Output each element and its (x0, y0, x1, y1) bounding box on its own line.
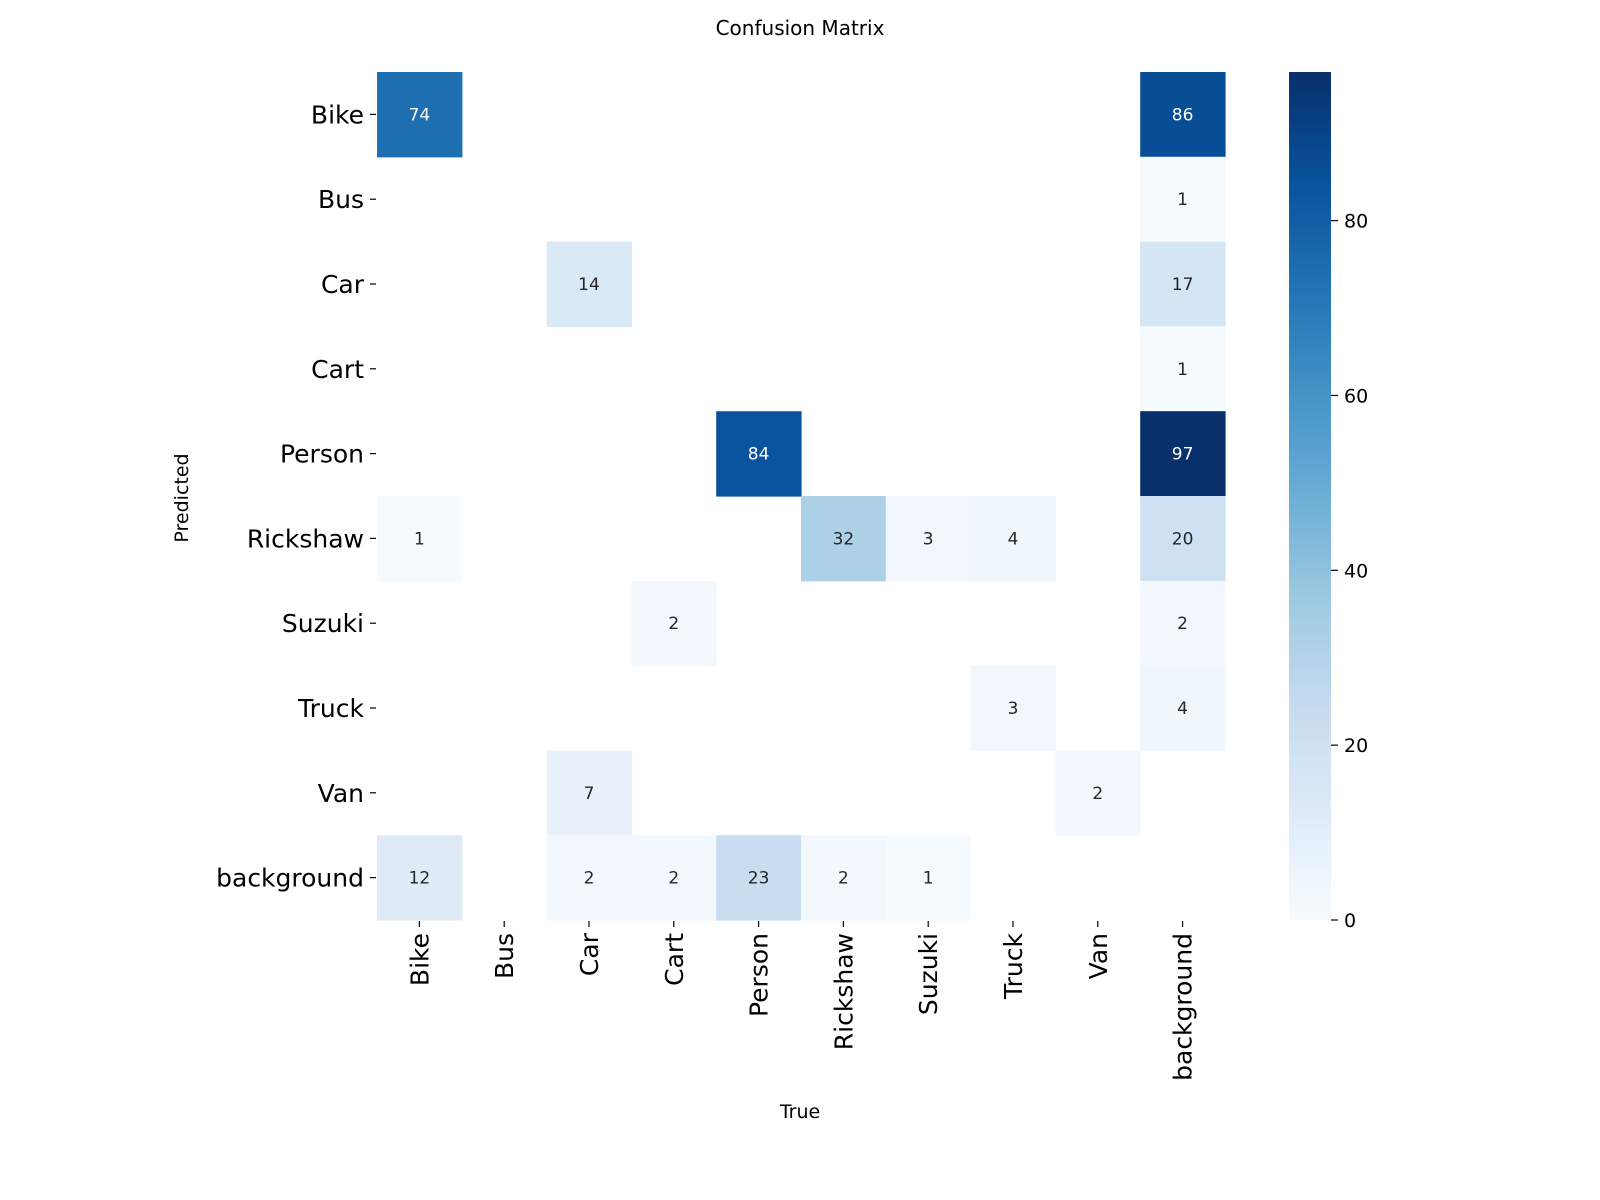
x-tick-label: Bus (490, 933, 519, 979)
cell-value-label: 3 (1008, 699, 1019, 719)
heatmap-cell (546, 750, 632, 836)
x-tick-label: background (1169, 933, 1198, 1081)
heatmap-cell (377, 496, 463, 582)
heatmap-cell (801, 835, 887, 921)
cell-value-label: 2 (1092, 784, 1103, 804)
heatmap-cell (970, 496, 1056, 582)
x-tick-label: Car (575, 932, 604, 976)
cell-value-label: 2 (584, 869, 595, 889)
chart-title: Confusion Matrix (716, 16, 885, 40)
x-axis-label: True (779, 1101, 820, 1123)
cell-value-label: 1 (1177, 360, 1188, 380)
y-tick-label: Truck (297, 694, 364, 723)
y-axis: Bike Bus Car Cart Person Rickshaw Suzuki Truck V… (216, 100, 376, 893)
heatmap-cell (1140, 156, 1226, 243)
heatmap-cell (377, 72, 463, 158)
x-axis: Bike Bus Car Cart Person Rickshaw Suzuki Truck V… (405, 921, 1198, 1081)
y-tick-label: Suzuki (282, 609, 364, 638)
heatmap-cell (1140, 411, 1226, 497)
cell-value-label: 3 (923, 529, 934, 549)
heatmap-cell (546, 241, 632, 327)
cell-value-label: 2 (668, 614, 679, 634)
cell-value-label: 74 (409, 105, 431, 125)
heatmap-cell (1140, 241, 1226, 327)
heatmap-cell (1140, 326, 1226, 412)
heatmap-cell (885, 835, 972, 921)
cell-value-label: 7 (584, 784, 595, 804)
cell-value-label: 17 (1172, 275, 1194, 295)
x-tick-label: Rickshaw (829, 933, 858, 1050)
colorbar-tick-label: 20 (1344, 735, 1368, 757)
cell-value-label: 86 (1172, 105, 1194, 125)
heatmap-cell (1140, 580, 1226, 667)
cell-value-label: 32 (833, 529, 855, 549)
x-tick-label: Bike (405, 933, 434, 986)
cell-value-label: 84 (748, 445, 770, 465)
heatmap-cell (885, 496, 972, 582)
heatmap-cell (1140, 496, 1226, 582)
colorbar-tick-label: 60 (1344, 385, 1368, 407)
heatmap-cell (631, 580, 717, 667)
cell-value-label: 2 (1177, 614, 1188, 634)
y-tick-label: Van (318, 779, 364, 808)
cell-value-label: 23 (748, 869, 770, 889)
x-tick-label: Person (745, 933, 774, 1017)
cell-value-label: 12 (409, 869, 431, 889)
colorbar-tick-label: 40 (1344, 560, 1368, 582)
y-tick-label: background (216, 864, 364, 893)
y-tick-label: Car (321, 270, 365, 299)
heatmap-cell (970, 665, 1056, 751)
cell-value-label: 1 (1177, 190, 1188, 210)
heatmap-cell (801, 496, 887, 582)
x-tick-label: Suzuki (914, 933, 943, 1015)
cell-value-label: 20 (1172, 529, 1194, 549)
colorbar-tick-label: 80 (1344, 211, 1368, 233)
cell-value-label: 2 (838, 869, 849, 889)
cell-value-label: 97 (1172, 445, 1194, 465)
heatmap-cell (1140, 665, 1226, 751)
y-tick-label: Person (280, 440, 364, 469)
heatmap-cell (716, 835, 802, 921)
cell-value-label: 1 (923, 869, 934, 889)
heatmap-cell (546, 835, 632, 921)
colorbar-tick-label: 0 (1344, 910, 1356, 932)
x-tick-label: Cart (660, 933, 689, 986)
x-tick-label: Van (1084, 933, 1113, 979)
y-axis-label: Predicted (171, 453, 193, 542)
colorbar: 0 20 40 60 80 (1289, 72, 1368, 932)
cell-value-label: 14 (578, 275, 600, 295)
cell-value-label: 4 (1008, 529, 1019, 549)
heatmap-cell (377, 835, 463, 921)
heatmap-cell (631, 835, 717, 921)
heatmap-cell (1055, 750, 1141, 836)
y-tick-label: Bike (311, 100, 364, 129)
heatmap-cell (1140, 72, 1226, 158)
y-tick-label: Bus (318, 185, 364, 214)
x-tick-label: Truck (999, 932, 1028, 999)
y-tick-label: Cart (311, 355, 364, 384)
cell-value-label: 4 (1177, 699, 1188, 719)
y-tick-label: Rickshaw (247, 524, 364, 553)
cell-value-label: 2 (668, 869, 679, 889)
colorbar-gradient (1289, 72, 1331, 920)
cell-value-label: 1 (414, 529, 425, 549)
heatmap-cell (716, 411, 802, 497)
